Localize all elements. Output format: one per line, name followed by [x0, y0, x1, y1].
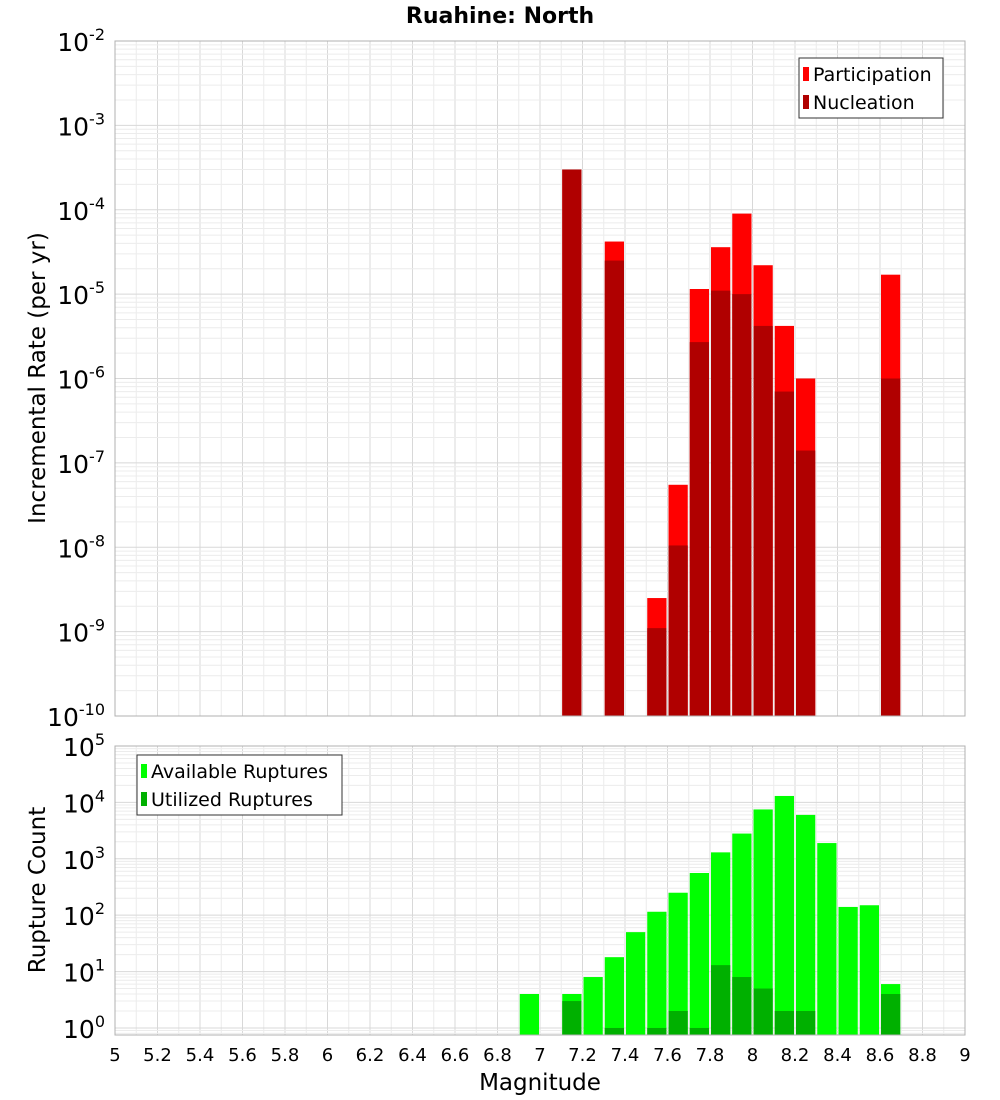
bar-utilized-ruptures	[647, 1027, 667, 1035]
bar-available-ruptures	[626, 932, 646, 1035]
bar-available-ruptures	[604, 957, 624, 1035]
x-tick-label: 7.4	[611, 1045, 640, 1066]
x-tick-label: 9	[959, 1045, 970, 1066]
x-tick-label: 8.2	[781, 1045, 810, 1066]
bar-utilized-ruptures	[711, 965, 731, 1035]
legend-label: Nucleation	[813, 92, 915, 114]
legend-box	[798, 57, 944, 119]
bar-available-ruptures	[753, 809, 773, 1035]
bar-nucleation	[732, 294, 752, 716]
bar-nucleation	[711, 290, 731, 716]
x-tick-label: 7.8	[696, 1045, 725, 1066]
bar-available-ruptures	[817, 843, 837, 1035]
x-tick-label: 8	[747, 1045, 758, 1066]
rate-panel: 10-10 10-9 10-8 10-7 10-6 10-5 10-4 10-3 10-2 Inc…	[25, 25, 966, 732]
bar-utilized-ruptures	[881, 994, 901, 1035]
bar-available-ruptures	[668, 892, 688, 1035]
bar-utilized-ruptures	[753, 988, 773, 1035]
x-tick-label: 6.8	[483, 1045, 512, 1066]
x-tick-label: 8.4	[823, 1045, 852, 1066]
x-tick-label: 7.2	[568, 1045, 597, 1066]
bar-available-ruptures	[859, 905, 879, 1035]
x-tick-label: 7	[534, 1045, 545, 1066]
plot-frame	[114, 745, 966, 1036]
legend: Participation Nucleation	[798, 57, 944, 119]
bar-nucleation	[796, 450, 816, 716]
y-axis-label: Rupture Count	[25, 807, 51, 973]
x-axis-label: Magnitude	[479, 1070, 601, 1096]
y-tick-label: 101	[63, 956, 105, 988]
bar-nucleation	[881, 378, 901, 716]
x-tick-label: 6.2	[356, 1045, 385, 1066]
x-tick-label: 5.2	[143, 1045, 172, 1066]
bar-utilized-ruptures	[732, 977, 752, 1035]
bar-available-ruptures	[796, 814, 816, 1035]
chart-title: Ruahine: North	[406, 4, 594, 29]
y-tick-label: 10-6	[57, 363, 105, 395]
bar-available-ruptures	[647, 911, 667, 1035]
plot-frame	[114, 40, 966, 717]
y-tick-label: 10-4	[57, 194, 105, 226]
legend-label: Utilized Ruptures	[151, 789, 313, 811]
y-tick-label: 10-9	[57, 616, 105, 648]
y-axis-label: Incremental Rate (per yr)	[25, 232, 51, 524]
legend-label: Available Ruptures	[151, 761, 328, 783]
bar-available-ruptures	[774, 795, 794, 1035]
bar-nucleation	[668, 545, 688, 716]
bar-available-ruptures	[689, 872, 709, 1035]
y-tick-label: 104	[63, 786, 105, 818]
bar-nucleation	[774, 391, 794, 716]
x-tick-label: 5.8	[271, 1045, 300, 1066]
y-tick-label: 10-8	[57, 531, 105, 563]
bar-nucleation	[689, 342, 709, 716]
bar-utilized-ruptures	[689, 1027, 709, 1035]
bar-available-ruptures	[838, 906, 858, 1035]
legend-swatch	[803, 95, 809, 109]
x-tick-label: 6.6	[441, 1045, 470, 1066]
legend-label: Participation	[813, 64, 932, 86]
bar-utilized-ruptures	[668, 1010, 688, 1035]
x-tick-label: 6.4	[398, 1045, 427, 1066]
legend-box	[136, 754, 343, 816]
bar-utilized-ruptures	[604, 1027, 624, 1035]
y-tick-label: 10-10	[47, 700, 105, 732]
y-tick-label: 105	[63, 730, 105, 762]
legend-swatch	[141, 792, 147, 806]
y-tick-label: 102	[63, 899, 105, 931]
legend-swatch	[803, 67, 809, 81]
bar-available-ruptures	[583, 977, 603, 1035]
y-tick-label: 10-7	[57, 447, 105, 479]
x-tick-label: 8.8	[908, 1045, 937, 1066]
x-tick-label: 7.6	[653, 1045, 682, 1066]
count-panel: 100 101 102 103 104 105 Rupture Count 5 5.2 5.4 5.…	[25, 730, 971, 1066]
bar-nucleation	[753, 325, 773, 716]
bar-utilized-ruptures	[796, 1010, 816, 1035]
bar-utilized-ruptures	[562, 1001, 582, 1035]
bar-utilized-ruptures	[774, 1010, 794, 1035]
y-tick-label: 10-3	[57, 109, 105, 141]
y-tick-label: 100	[63, 1012, 105, 1044]
bar-available-ruptures	[519, 994, 539, 1035]
x-tick-label: 5	[109, 1045, 120, 1066]
x-tick-label: 8.6	[866, 1045, 895, 1066]
bar-nucleation	[647, 628, 667, 716]
y-tick-label: 10-2	[57, 25, 105, 57]
y-tick-label: 10-5	[57, 278, 105, 310]
bar-nucleation	[562, 169, 582, 716]
legend-swatch	[141, 764, 147, 778]
x-tick-label: 6	[322, 1045, 333, 1066]
legend: Available Ruptures Utilized Ruptures	[136, 754, 343, 816]
x-tick-label: 5.4	[186, 1045, 215, 1066]
y-tick-label: 103	[63, 843, 105, 875]
bar-nucleation	[604, 260, 624, 716]
x-tick-label: 5.6	[228, 1045, 257, 1066]
